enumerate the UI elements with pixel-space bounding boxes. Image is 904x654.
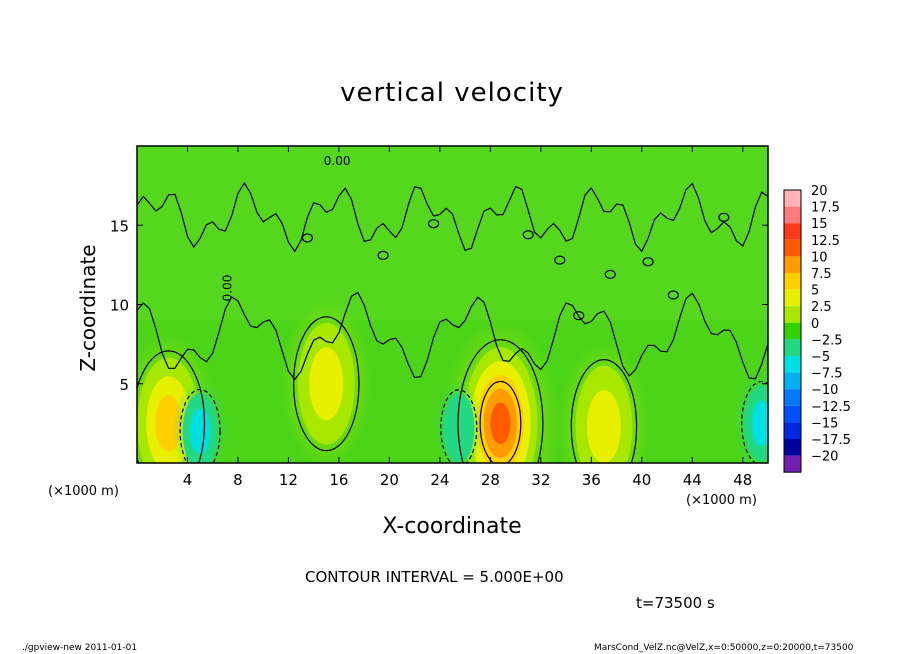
small-contour-5 xyxy=(667,290,679,300)
x-unit-label-right: (×1000 m) xyxy=(686,493,757,508)
colorbar-label-12: −10 xyxy=(811,383,838,398)
heatmap-field xyxy=(137,146,768,463)
contour-value-label-0: 0.00 xyxy=(221,275,235,302)
small-contour-1 xyxy=(427,219,440,229)
x-tick-label-44: 44 xyxy=(683,471,702,489)
y-tick-label-15: 15 xyxy=(110,217,129,235)
zero-contour-upper xyxy=(137,181,768,253)
small-contour-9 xyxy=(573,310,585,321)
footer-left: ./gpview-new 2011-01-01 xyxy=(22,643,138,653)
colorbar-swatch-6 xyxy=(784,289,801,307)
colorbar-swatch-7 xyxy=(784,306,801,323)
colorbar-label-0: 20 xyxy=(811,184,828,199)
colorbar-label-15: −17.5 xyxy=(811,433,851,448)
colorbar-label-8: 0 xyxy=(811,317,819,332)
contour-lines: 0.00 0.00 xyxy=(137,154,768,463)
x-tick-label-48: 48 xyxy=(733,471,752,489)
upper-field-tint xyxy=(137,146,768,321)
x-tick-label-8: 8 xyxy=(233,471,243,489)
x-unit-label-left: (×1000 m) xyxy=(48,484,119,499)
colorbar-swatch-9 xyxy=(784,339,801,356)
small-contour-2 xyxy=(522,230,534,240)
feature-contour-0 xyxy=(137,350,206,463)
colorbar-swatch-14 xyxy=(784,422,801,439)
colorbar-swatch-5 xyxy=(784,273,801,290)
feature-level-5-1 xyxy=(443,393,475,463)
colorbar-label-4: 10 xyxy=(811,250,828,265)
y-tick-label-5: 5 xyxy=(119,376,129,394)
small-contour-3 xyxy=(604,269,616,279)
x-tick-label-36: 36 xyxy=(582,471,601,489)
colorbar: 20 17.515 12.510 7.5 52.5 0−2.5 −5 −7.5−10 −12.5… xyxy=(783,184,851,473)
colorbar-label-2: 15 xyxy=(811,217,828,232)
y-axis-label: Z-coordinate xyxy=(76,244,100,372)
y-axis-ticks: 5 10 15 xyxy=(110,217,768,394)
x-tick-label-20: 20 xyxy=(380,471,399,489)
colorbar-label-5: 7.5 xyxy=(811,267,832,282)
colorbar-label-11: −7.5 xyxy=(811,367,843,382)
colorbar-swatch-3 xyxy=(784,239,801,257)
x-axis-label: X-coordinate xyxy=(382,514,522,539)
y-tick-label-10: 10 xyxy=(110,297,129,315)
colorbar-swatch-11 xyxy=(784,372,801,390)
colorbar-label-3: 12.5 xyxy=(811,234,840,249)
feature-level-1-2 xyxy=(309,347,344,421)
feature-contour-5 xyxy=(440,389,478,463)
small-contour-6 xyxy=(718,212,730,222)
colorbar-label-1: 17.5 xyxy=(811,201,840,216)
colorbar-swatch-15 xyxy=(784,439,801,456)
colorbar-swatch-1 xyxy=(784,206,801,224)
x-tick-label-40: 40 xyxy=(632,471,651,489)
colorbar-frame xyxy=(783,189,802,473)
x-tick-label-12: 12 xyxy=(279,471,298,489)
colorbar-swatch-8 xyxy=(784,322,801,340)
colorbar-label-13: −12.5 xyxy=(811,400,851,415)
feature-contour-4 xyxy=(179,388,221,463)
colorbar-swatch-2 xyxy=(784,223,801,240)
small-contour-8 xyxy=(554,255,566,265)
colorbar-swatch-12 xyxy=(784,389,801,406)
feature-contour-1 xyxy=(293,316,360,452)
colorbar-label-9: −2.5 xyxy=(811,333,843,348)
colorbar-swatch-0 xyxy=(784,190,801,207)
time-label: t=73500 s xyxy=(636,594,715,612)
feature-contour-inner-2 xyxy=(479,380,522,463)
feature-contour-2 xyxy=(457,339,544,463)
x-tick-label-32: 32 xyxy=(531,471,550,489)
small-contour-7 xyxy=(377,250,389,260)
colorbar-swatch-10 xyxy=(784,356,801,373)
colorbar-label-14: −15 xyxy=(811,416,838,431)
feature-contour-6 xyxy=(741,380,768,463)
zero-contour-middle xyxy=(137,291,768,381)
feature-level-2-5 xyxy=(490,402,511,445)
contour-interval-text: CONTOUR INTERVAL = 5.000E+00 xyxy=(305,568,564,586)
x-tick-label-24: 24 xyxy=(430,471,449,489)
x-tick-label-4: 4 xyxy=(183,471,193,489)
feature-level-3-2 xyxy=(586,390,621,463)
colorbar-swatch-4 xyxy=(784,256,801,273)
x-tick-label-28: 28 xyxy=(481,471,500,489)
small-contour-0 xyxy=(301,233,313,243)
colorbar-swatch-13 xyxy=(784,405,801,423)
feature-level-6-2 xyxy=(751,400,768,447)
small-contour-4 xyxy=(642,257,654,267)
footer-right: MarsCond_VelZ.nc@VelZ,x=0:50000,z=0:2000… xyxy=(594,643,854,653)
x-tick-label-16: 16 xyxy=(329,471,348,489)
feature-contour-3 xyxy=(570,359,638,463)
chart-title: vertical velocity xyxy=(340,78,564,108)
colorbar-swatch-16 xyxy=(784,455,801,473)
colorbar-label-16: −20 xyxy=(811,450,838,465)
x-axis-ticks: 4 8 12 16 20 24 28 32 36 40 44 48 xyxy=(183,146,752,489)
contour-value-label-1: 0.00 xyxy=(324,154,351,168)
colorbar-label-6: 5 xyxy=(811,284,819,299)
colorbar-label-7: 2.5 xyxy=(811,300,832,315)
feature-level-4-2 xyxy=(189,408,211,455)
colorbar-label-10: −5 xyxy=(811,350,830,365)
